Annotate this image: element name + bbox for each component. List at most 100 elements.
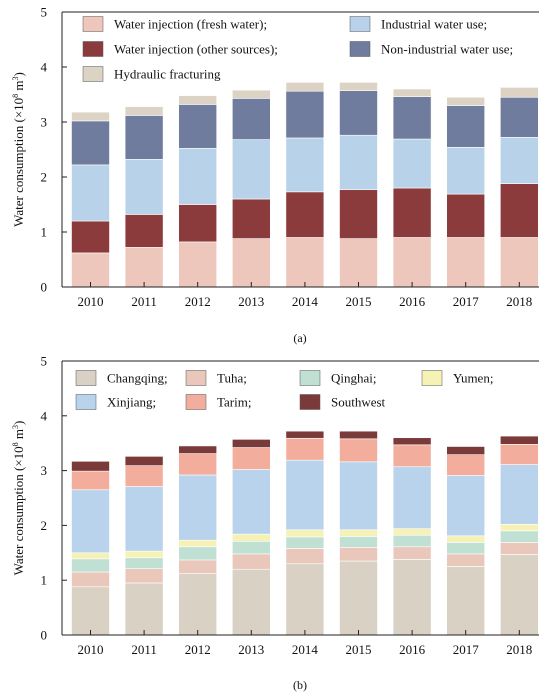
y-axis-label-part-b-2: m [11, 429, 26, 442]
bar-b-2018-series-3 [499, 523, 539, 532]
legend-label-b-4: Xinjiang; [107, 395, 156, 410]
bar-b-2018-series-5 [499, 443, 539, 465]
x-tick-label-a-2014: 2014 [292, 294, 319, 309]
bar-b-2016-series-0 [392, 559, 432, 636]
bar-a-2012-series-3 [178, 104, 217, 149]
x-tick-label-b-2014: 2014 [292, 642, 319, 657]
bar-a-2013-series-3 [232, 98, 271, 140]
bar-a-2015-series-0 [339, 238, 378, 288]
bar-a-2017-series-1 [446, 193, 486, 238]
bar-b-2015-series-3 [339, 529, 378, 537]
y-axis-label-part-a-2: m [11, 80, 26, 93]
bar-a-2017-series-2 [446, 147, 486, 195]
y-tick-label-a-0: 0 [41, 280, 48, 295]
bar-b-2017-series-4 [446, 475, 486, 537]
bar-a-2011-series-4 [124, 106, 164, 116]
legend-swatch-b-1 [185, 370, 207, 386]
bar-a-2014-series-2 [285, 137, 325, 193]
y-axis-label-b: Water consumption (×108 m3) [11, 421, 26, 576]
y-tick-label-b-0: 0 [41, 628, 48, 643]
bar-a-2017-series-0 [446, 237, 486, 288]
x-tick-label-a-2012: 2012 [185, 294, 211, 309]
bar-a-2018-series-4 [499, 87, 539, 98]
bar-b-2014-series-2 [285, 536, 325, 549]
x-tick-label-a-2015: 2015 [346, 294, 372, 309]
bar-a-2010-series-0 [71, 252, 110, 288]
y-axis-label-part-b-4: ) [11, 421, 26, 425]
panel-label-b: (b) [293, 678, 307, 692]
bar-b-2012-series-4 [178, 474, 217, 541]
y-axis-label-part-a-4: ) [11, 72, 26, 76]
x-tick-label-b-2010: 2010 [78, 642, 104, 657]
bar-a-2014-series-3 [285, 90, 325, 139]
bar-b-2016-series-2 [392, 534, 432, 548]
bar-b-2015-series-1 [339, 547, 378, 562]
bar-a-2013-series-0 [232, 238, 271, 288]
bar-a-2013-series-4 [232, 89, 271, 99]
bar-a-2016-series-0 [392, 237, 432, 288]
y-tick-label-a-3: 3 [41, 115, 48, 130]
legend-swatch-b-6 [299, 394, 321, 410]
bar-b-2015-series-5 [339, 438, 378, 463]
legend-label-a-2: Industrial water use; [381, 17, 487, 32]
bar-a-2016-series-2 [392, 138, 432, 189]
bar-b-2014-series-0 [285, 563, 325, 636]
x-tick-label-b-2018: 2018 [506, 642, 532, 657]
y-tick-label-b-1: 1 [41, 573, 48, 588]
bar-a-2013-series-1 [232, 198, 271, 239]
bar-a-2016-series-4 [392, 88, 432, 97]
legend-label-a-3: Non-industrial water use; [381, 42, 513, 57]
y-axis-label-a: Water consumption (×108 m3) [11, 72, 26, 227]
legend-label-b-6: Southwest [331, 395, 386, 410]
bar-a-2015-series-2 [339, 134, 378, 190]
bar-b-2014-series-5 [285, 437, 325, 461]
y-tick-label-a-1: 1 [41, 225, 48, 240]
bar-a-2013-series-2 [232, 139, 271, 200]
bar-b-2010-series-1 [71, 571, 110, 588]
legend-swatch-b-4 [75, 394, 97, 410]
bar-b-2010-series-5 [71, 470, 110, 491]
bar-b-2011-series-2 [124, 557, 164, 569]
bar-a-2010-series-2 [71, 164, 110, 222]
bar-b-2017-series-5 [446, 454, 486, 476]
bar-a-2016-series-1 [392, 187, 432, 238]
bar-b-2016-series-1 [392, 546, 432, 560]
bar-b-2012-series-3 [178, 539, 217, 548]
bar-b-2018-series-4 [499, 464, 539, 525]
legend-label-a-4: Hydraulic fracturing [114, 67, 221, 82]
bar-b-2014-series-3 [285, 529, 325, 538]
bar-a-2014-series-4 [285, 82, 325, 92]
legend-swatch-b-3 [421, 370, 443, 386]
x-tick-label-a-2017: 2017 [453, 294, 480, 309]
x-tick-label-a-2010: 2010 [78, 294, 104, 309]
legend-swatch-b-5 [185, 394, 207, 410]
bar-b-2018-series-1 [499, 542, 539, 555]
bar-b-2011-series-5 [124, 465, 164, 487]
legend-label-b-2: Qinghai; [331, 371, 377, 386]
legend-swatch-a-2 [349, 16, 371, 32]
bar-b-2016-series-3 [392, 528, 432, 536]
bar-b-2013-series-3 [232, 533, 271, 542]
bar-b-2013-series-6 [232, 439, 271, 448]
bar-b-2015-series-2 [339, 536, 378, 548]
bar-b-2017-series-3 [446, 535, 486, 543]
y-tick-label-a-5: 5 [41, 5, 48, 20]
x-tick-label-b-2011: 2011 [131, 642, 157, 657]
bar-a-2012-series-4 [178, 95, 217, 105]
bar-b-2011-series-1 [124, 568, 164, 584]
y-tick-label-a-2: 2 [41, 170, 48, 185]
legend-swatch-b-0 [75, 370, 97, 386]
x-tick-label-a-2016: 2016 [399, 294, 426, 309]
x-tick-label-b-2016: 2016 [399, 642, 426, 657]
bar-b-2013-series-1 [232, 553, 271, 570]
chart-panel-b: 2010 2011 2012 2013 2014 2015 2016 2017 2018 0 1 2 3… [11, 354, 539, 692]
chart-panel-a: 2010 2011 2012 2013 2014 2015 2016 2017 2018 0 1 2 3… [11, 5, 539, 345]
bar-a-2011-series-3 [124, 115, 164, 160]
bar-a-2015-series-4 [339, 82, 378, 91]
bar-b-2010-series-6 [71, 460, 110, 472]
bar-b-2011-series-3 [124, 550, 164, 559]
panel-label-a: (a) [293, 331, 306, 345]
bar-b-2013-series-0 [232, 568, 271, 636]
bar-b-2012-series-2 [178, 546, 217, 561]
